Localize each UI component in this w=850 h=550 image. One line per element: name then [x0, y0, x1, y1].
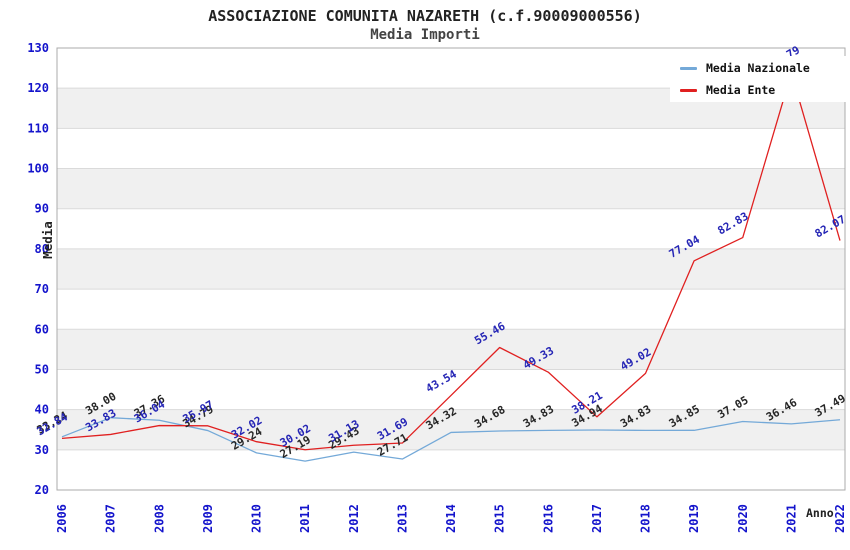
plot-band — [57, 329, 845, 370]
point-value-label: 82.07 — [813, 213, 848, 241]
y-tick-label: 100 — [27, 162, 49, 176]
x-tick-label: 2008 — [152, 504, 166, 533]
y-tick-label: 50 — [35, 362, 49, 376]
y-tick-label: 90 — [35, 202, 49, 216]
plot-border — [56, 47, 846, 491]
x-tick-label: 2006 — [55, 504, 69, 533]
x-tick-label: 2011 — [298, 504, 312, 533]
point-value-label: 43.54 — [424, 367, 460, 395]
x-tick-label: 2018 — [639, 504, 653, 533]
y-tick-label: 130 — [27, 41, 49, 55]
y-tick-label: 30 — [35, 443, 49, 457]
y-tick-label: 60 — [35, 322, 49, 336]
x-tick-label: 2016 — [541, 504, 555, 533]
x-tick-label: 2020 — [736, 504, 750, 533]
media-nazionale-line-swatch-icon — [680, 66, 697, 70]
y-tick-label: 70 — [35, 282, 49, 296]
chart-title: ASSOCIAZIONE COMUNITA NAZARETH (c.f.9000… — [208, 7, 642, 25]
legend-item-media-ente: Media Ente — [680, 83, 848, 97]
x-tick-label: 2022 — [833, 504, 847, 533]
x-tick-label: 2015 — [493, 504, 507, 533]
legend-label: Media Nazionale — [706, 61, 810, 75]
x-tick-label: 2013 — [395, 504, 409, 533]
media-ente-line-swatch-icon — [680, 88, 697, 92]
legend-label: Media Ente — [706, 83, 776, 97]
y-tick-label: 110 — [27, 121, 49, 135]
x-tick-label: 2010 — [250, 504, 264, 533]
chart-subtitle: Media Importi — [370, 27, 480, 43]
plot-band — [57, 248, 845, 290]
x-tick-label: 2012 — [347, 504, 361, 533]
x-tick-label: 2021 — [784, 504, 798, 533]
legend: Media Nazionale Media Ente — [670, 56, 848, 102]
x-tick-label: 2014 — [444, 504, 458, 533]
y-tick-label: 120 — [27, 81, 49, 95]
x-tick-label: 2017 — [590, 504, 604, 533]
x-axis-title: Anno — [806, 506, 834, 520]
y-tick-label: 20 — [35, 483, 49, 497]
x-tick-label: 2009 — [201, 504, 215, 533]
y-axis-title: Media — [40, 221, 55, 259]
x-tick-label: 2019 — [687, 504, 701, 533]
plot-band — [57, 168, 845, 209]
series-line-media-nazionale — [61, 417, 841, 462]
plot-band — [57, 409, 845, 450]
y-tick-label: 40 — [35, 403, 49, 417]
y-tick-label: 80 — [35, 242, 49, 256]
x-tick-label: 2007 — [104, 504, 118, 533]
series-line-media-ente — [61, 72, 841, 451]
point-value-label: 82.83 — [715, 210, 750, 238]
legend-item-media-nazionale: Media Nazionale — [680, 61, 848, 75]
